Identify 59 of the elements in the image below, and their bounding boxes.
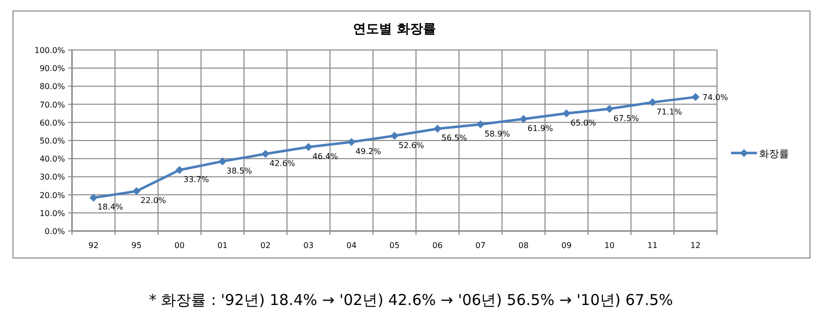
- x-tick-label: 09: [561, 241, 572, 250]
- chart-title: 연도별 화장률: [353, 22, 436, 37]
- x-tick-label: 11: [647, 241, 658, 250]
- data-label: 38.5%: [226, 166, 252, 176]
- x-tick-label: 12: [690, 241, 701, 250]
- data-label: 71.1%: [656, 107, 682, 116]
- point: [562, 109, 570, 118]
- x-tick-label: 92: [88, 241, 99, 250]
- point: [262, 150, 270, 158]
- data-label: 58.9%: [484, 129, 510, 138]
- point: [476, 120, 484, 128]
- data-label: 33.7%: [184, 175, 210, 184]
- data-label: 22.0%: [140, 196, 166, 206]
- y-tick-label: 100.0%: [34, 46, 66, 55]
- data-label: 65.0%: [570, 118, 596, 128]
- data-label: 56.5%: [442, 134, 468, 143]
- point: [434, 124, 442, 133]
- point: [520, 114, 528, 123]
- x-tick-label: 03: [303, 241, 314, 250]
- data-label: 49.2%: [356, 146, 382, 156]
- point: [390, 132, 398, 140]
- y-tick-label: 90.0%: [40, 64, 66, 74]
- x-tick-label: 00: [174, 241, 185, 250]
- data-label: 18.4%: [98, 202, 124, 212]
- x-tick-label: 06: [432, 241, 443, 250]
- point: [304, 143, 312, 152]
- y-tick-label: 10.0%: [40, 208, 66, 218]
- y-tick-label: 20.0%: [40, 190, 66, 200]
- x-tick-label: 07: [475, 241, 486, 250]
- y-tick-label: 50.0%: [40, 136, 66, 146]
- x-tick-label: 10: [604, 241, 615, 250]
- y-tick-label: 30.0%: [40, 172, 66, 182]
- x-tick-label: 04: [346, 241, 357, 250]
- y-tick-label: 60.0%: [40, 118, 66, 128]
- y-tick-label: 70.0%: [40, 100, 66, 110]
- point: [176, 166, 184, 174]
- point: [606, 104, 614, 113]
- text: * 화장률 : '92년) 18.4% → '02년) 42.6% → '06년) 56.5% → '10년) 67.5%: [148, 291, 674, 309]
- data-label: 67.5%: [614, 114, 640, 123]
- x-tick-label: 01: [217, 241, 228, 250]
- x-tick-label: 08: [518, 241, 529, 250]
- point: [648, 98, 656, 106]
- point: [90, 194, 98, 202]
- point: [692, 93, 700, 102]
- data-label: 74.0%: [702, 93, 728, 102]
- legend-label: 화장률: [759, 149, 789, 160]
- y-tick-label: 0.0%: [44, 227, 66, 236]
- y-tick-label: 40.0%: [40, 154, 66, 164]
- data-label: 52.6%: [398, 140, 424, 150]
- x-tick-label: 05: [389, 241, 400, 250]
- y-tick-label: 80.0%: [40, 82, 66, 92]
- x-tick-label: 02: [260, 241, 271, 250]
- data-label: 46.4%: [312, 152, 338, 162]
- point: [218, 157, 226, 166]
- point: [132, 187, 140, 196]
- data-label: 61.9%: [528, 124, 554, 133]
- data-label: 42.6%: [270, 158, 296, 168]
- point: [348, 138, 356, 146]
- x-tick-label: 95: [131, 241, 142, 250]
